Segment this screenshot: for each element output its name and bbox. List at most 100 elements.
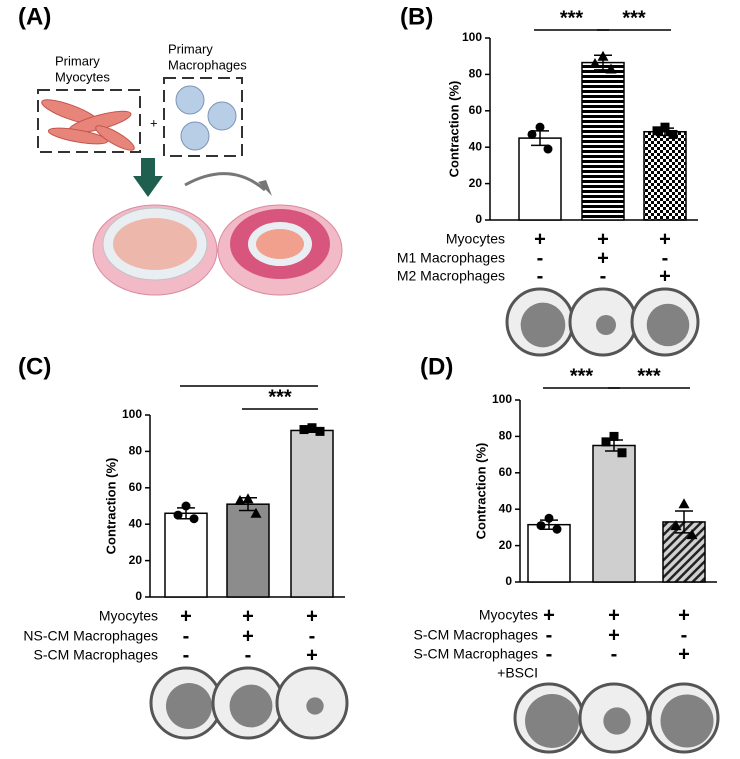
condition-sign: + [678,604,690,626]
data-point [668,129,678,139]
condition-label: M1 Macrophages [397,250,505,266]
condition-label: NS-CM Macrophages [23,628,158,644]
condition-label: +BSCI [497,665,538,681]
condition-sign: - [681,624,688,646]
cell-mix [256,229,304,259]
data-point [589,57,601,68]
y-tick-label: 40 [129,516,143,530]
condition-sign: + [306,644,318,666]
y-tick-label: 100 [462,30,482,44]
panel-a: (A) Primary Myocytes Primary Macrophages… [18,3,343,296]
y-tick-label: 60 [469,103,483,117]
data-point [535,122,545,132]
charts: (B) Contraction (%) 0 20 40 60 80 100 *** *** Myoc… [18,3,720,754]
data-point [678,498,690,509]
condition-sign: + [659,228,671,250]
myocyte-cells [41,99,135,151]
plus-sign: + [150,115,158,130]
condition-label: S-CM Macrophages [414,646,539,662]
condition-label: S-CM Macrophages [414,627,539,643]
tissue [660,694,714,748]
condition-sign: - [600,265,607,287]
y-tick-label: 20 [129,553,143,567]
data-point [686,529,698,540]
condition-sign: + [608,604,620,626]
condition-sign: - [546,624,553,646]
y-tick-label: 80 [129,444,143,458]
y-tick-label: 60 [499,465,513,479]
condition-label: Myocytes [479,607,538,623]
condition-sign: - [611,643,618,665]
tissue [306,697,324,715]
bar [226,503,270,598]
data-point [242,493,254,504]
data-point [670,520,682,531]
bar [581,61,625,221]
y-tick-label: 40 [499,501,513,515]
significance-stars: *** [637,365,661,387]
y-tick-label: 60 [129,480,143,494]
y-tick-label: 20 [499,538,513,552]
myocytes-label: Primary [55,53,100,68]
panel-label: (C) [18,353,51,380]
y-tick-label: 20 [469,176,483,190]
bar [592,444,636,583]
bar [290,429,334,598]
macrophage-box [163,77,243,157]
bar [527,523,571,583]
condition-label: S-CM Macrophages [34,647,159,663]
data-point [527,129,537,139]
data-point [189,514,199,524]
condition-sign: - [537,247,544,269]
y-tick-label: 100 [492,392,512,406]
data-point [660,122,670,132]
tissue [229,684,273,728]
condition-label: Myocytes [446,231,505,247]
condition-label: M2 Macrophages [397,268,505,284]
bar [164,512,208,598]
y-axis-label: Contraction (%) [103,458,118,555]
significance-stars: *** [268,386,292,408]
tissue [525,694,579,748]
arrow-down [141,158,155,178]
data-point [617,448,627,458]
tissue [165,682,213,730]
condition-sign: - [183,644,190,666]
y-tick-label: 0 [475,212,482,226]
macrophages-label: Macrophages [168,57,247,72]
data-point [544,513,554,523]
significance-stars: *** [560,7,584,29]
arrow-down [133,176,163,197]
cell-mix [113,218,197,270]
y-tick-label: 80 [469,67,483,81]
y-tick-label: 0 [505,574,512,588]
condition-sign: - [183,625,190,647]
data-point [605,63,617,74]
condition-sign: + [678,643,690,665]
condition-sign: + [180,605,192,627]
bar [518,137,562,221]
data-point [181,501,191,511]
data-point [299,425,309,435]
condition-sign: + [659,265,671,287]
y-tick-label: 80 [499,429,513,443]
condition-sign: + [534,228,546,250]
significance-stars: *** [622,7,646,29]
panel-label: (B) [400,3,433,30]
data-point [552,524,562,534]
condition-sign: - [546,643,553,665]
y-tick-label: 40 [469,139,483,153]
myocytes-label: Myocytes [55,69,110,84]
condition-sign: + [597,228,609,250]
data-point [315,426,325,436]
data-point [597,50,609,61]
arrow-curve [184,172,266,192]
data-point [543,144,553,154]
tissue [520,302,566,348]
y-tick-label: 0 [135,589,142,603]
y-axis-label: Contraction (%) [473,443,488,540]
data-point [609,431,619,441]
panel-label: (D) [420,353,453,380]
bar [643,130,687,221]
